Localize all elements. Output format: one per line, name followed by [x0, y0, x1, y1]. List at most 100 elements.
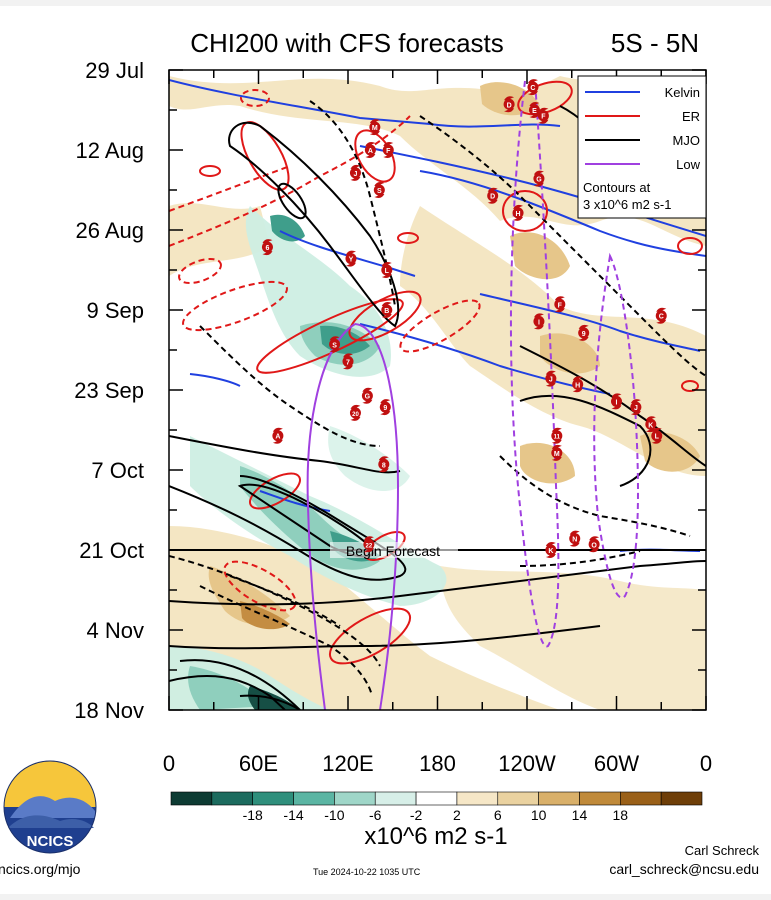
colorbar-swatch: [334, 791, 376, 806]
storm-marker-dot: [611, 395, 622, 407]
y-tick-label: 18 Nov: [74, 698, 144, 723]
storm-marker: 9: [578, 324, 590, 341]
x-tick-label: 180: [419, 751, 456, 776]
hovmoller-chart: CHI200 with CFS forecasts 5S - 5N: [3, 28, 712, 854]
storm-marker-label: 20: [352, 412, 359, 418]
storm-marker: J: [630, 399, 642, 416]
storm-marker-dot: [272, 430, 284, 442]
storm-marker: G: [361, 387, 373, 404]
mjo-contour-negative: [229, 575, 341, 627]
shade-positive: [169, 203, 270, 276]
er-contour: [397, 232, 419, 244]
y-tick-label: 12 Aug: [75, 138, 144, 163]
low-contour: [306, 323, 356, 710]
storm-marker: B: [381, 302, 393, 318]
legend-label-low: Low: [676, 157, 700, 172]
er-contour: [249, 472, 301, 510]
storm-marker-label: I: [538, 319, 540, 326]
storm-marker: A: [364, 142, 376, 158]
footer-url[interactable]: ncics.org/mjo: [0, 861, 81, 877]
storm-marker-dot: [645, 418, 657, 430]
mjo-contour: [239, 694, 301, 710]
shade-negative-strong: [270, 214, 305, 242]
storm-marker-dot: [261, 241, 273, 253]
colorbar-label: -6: [369, 807, 382, 823]
mjo-contour-negative: [499, 455, 691, 537]
storm-marker-dot: [588, 538, 600, 550]
shade-positive-strong: [510, 232, 570, 280]
storm-marker-dot: [373, 184, 385, 196]
storm-marker-label: M: [372, 125, 378, 132]
colorbar-swatch: [170, 791, 213, 806]
storm-marker: D: [487, 187, 499, 204]
colorbar-label: -10: [324, 807, 344, 823]
storm-marker-label: A: [275, 434, 280, 441]
x-tick-label: 120E: [322, 751, 373, 776]
storm-marker-label: A: [368, 148, 373, 155]
storm-marker-label: B: [384, 308, 389, 315]
storm-marker-label: F: [558, 302, 563, 309]
storm-marker-label: D: [490, 194, 495, 201]
storm-marker-label: E: [532, 108, 537, 115]
storm-marker: 22: [363, 536, 375, 553]
storm-marker-dot: [329, 338, 341, 350]
low-contour-negative: [509, 80, 560, 648]
shade-positive: [440, 566, 706, 710]
storm-marker-dot: [363, 538, 375, 550]
colorbar-swatch: [660, 791, 703, 806]
storm-marker-label: C: [530, 85, 535, 92]
storm-marker-label: O: [591, 542, 597, 549]
storm-marker-label: N: [572, 537, 577, 544]
legend-label-mjo: MJO: [673, 133, 700, 148]
storm-marker-label: H: [575, 382, 580, 389]
mjo-contour-negative: [309, 100, 396, 307]
storm-marker-dot: [361, 390, 373, 402]
storm-marker-label: L: [385, 268, 390, 275]
footer-author: Carl Schreck: [684, 843, 759, 858]
chart-region: 5S - 5N: [611, 28, 699, 58]
kelvin-contour: [479, 293, 701, 352]
storm-marker-label: J: [634, 405, 638, 412]
storm-marker-label: F: [386, 148, 391, 155]
storm-marker-dot: [630, 401, 642, 413]
colorbar-swatch: [538, 791, 580, 806]
er-contour: [348, 290, 422, 342]
storm-marker-label: J: [549, 377, 553, 384]
x-tick-label: 120W: [498, 751, 556, 776]
colorbar: -18 -14 -10 -6 -2 2 6 10 14 18: [170, 791, 703, 823]
er-contour-negative: [178, 257, 222, 285]
storm-marker-dot: [554, 298, 566, 310]
storm-marker-label: S: [332, 342, 337, 349]
mjo-contour: [277, 182, 307, 220]
legend-label-kelvin: Kelvin: [665, 85, 700, 100]
y-tick-label: 9 Sep: [87, 298, 145, 323]
legend-note-line1: Contours at: [583, 180, 651, 195]
storm-marker-dot: [369, 121, 381, 133]
storm-marker-dot: [364, 144, 376, 156]
storm-marker-dot: [537, 110, 549, 122]
storm-marker: I: [611, 393, 622, 410]
storm-marker-label: D: [507, 102, 512, 109]
colorbar-label: -2: [410, 807, 423, 823]
storm-marker-label: 9: [582, 331, 586, 338]
storm-marker: 8: [378, 456, 390, 473]
storm-marker: S: [329, 336, 341, 353]
storm-marker-dot: [533, 173, 545, 185]
storm-marker: 6: [261, 239, 273, 256]
storm-marker-dot: [551, 430, 563, 442]
y-axis: 29 Jul 12 Aug 26 Aug 9 Sep 23 Sep 7 Oct 21 Oct…: [74, 58, 706, 723]
storm-marker: L: [651, 427, 663, 444]
storm-marker-dot: [381, 264, 393, 276]
storm-marker: 11: [551, 427, 563, 444]
storm-marker-label: K: [548, 548, 553, 555]
storm-marker-dot: [655, 310, 667, 322]
er-contour-negative: [240, 89, 270, 107]
storm-marker: N: [569, 530, 581, 547]
colorbar-label: 2: [453, 807, 461, 823]
storm-marker: O: [588, 536, 600, 553]
mjo-contour-negative: [199, 585, 373, 697]
er-contours-dashed: [169, 89, 481, 612]
storm-marker-dot: [545, 544, 557, 556]
storm-marker: 20: [349, 404, 361, 421]
